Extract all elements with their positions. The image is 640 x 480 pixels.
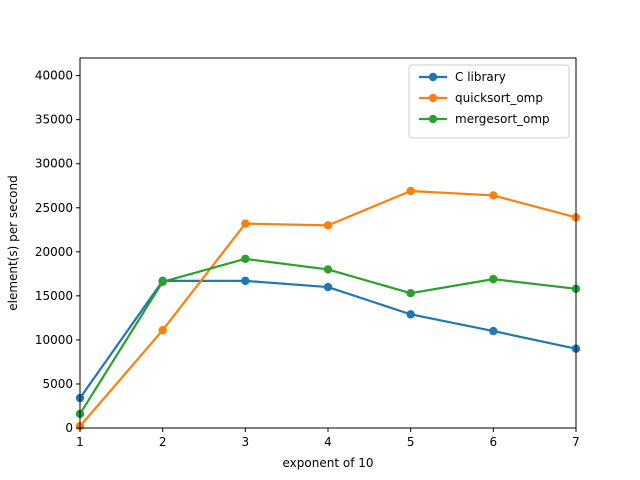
x-tick-label-2: 3	[242, 435, 250, 449]
legend: C library quicksort_omp mergesort_omp	[408, 64, 570, 139]
legend-label-2: mergesort_omp	[455, 112, 550, 126]
legend-box	[408, 64, 570, 139]
y-tick-label-7: 35000	[35, 113, 73, 127]
y-tick-label-4: 20000	[35, 245, 73, 259]
y-tick-label-1: 5000	[42, 377, 73, 391]
y-tick-label-6: 30000	[35, 157, 73, 171]
y-tick-label-0: 0	[65, 421, 73, 435]
series-point-2-4	[406, 289, 415, 298]
x-tick-label-3: 4	[324, 435, 332, 449]
y-tick-label-2: 10000	[35, 333, 73, 347]
series-point-1-4	[406, 186, 415, 196]
series-point-1-2	[241, 219, 250, 228]
x-tick-label-6: 7	[572, 435, 580, 449]
y-axis-label: element(s) per second	[6, 175, 20, 310]
legend-swatch-marker-0	[428, 72, 438, 82]
x-tick-label-5: 6	[490, 435, 498, 449]
series-point-1-1	[158, 326, 167, 335]
legend-label-1: quicksort_omp	[455, 91, 543, 105]
y-tick-label-5: 25000	[35, 201, 73, 215]
legend-swatch-marker-1	[428, 93, 438, 103]
x-axis-label: exponent of 10	[283, 456, 374, 470]
series-point-2-2	[241, 254, 250, 264]
x-tick-label-1: 2	[159, 435, 167, 449]
legend-label-0: C library	[455, 70, 506, 84]
axes-layer: 1 2 3 4 5 6 7 0 5000 10000 15000 20000 25000 30000 350…	[35, 57, 580, 449]
y-tick-label-8: 40000	[35, 69, 73, 83]
x-tick-label-4: 5	[407, 435, 415, 449]
series-point-2-5	[489, 274, 498, 284]
series-point-0-4	[406, 310, 415, 319]
series-point-2-3	[323, 265, 333, 274]
series-point-0-2	[241, 276, 250, 286]
series-point-0-3	[323, 282, 333, 292]
series-point-0-5	[489, 326, 498, 336]
series-point-2-1	[158, 277, 167, 286]
y-tick-label-3: 15000	[35, 289, 73, 303]
series-point-1-3	[323, 221, 333, 230]
x-tick-label-0: 1	[76, 435, 84, 449]
series-layer	[75, 186, 581, 431]
legend-swatch-marker-2	[428, 114, 438, 124]
series-point-1-5	[489, 191, 498, 200]
